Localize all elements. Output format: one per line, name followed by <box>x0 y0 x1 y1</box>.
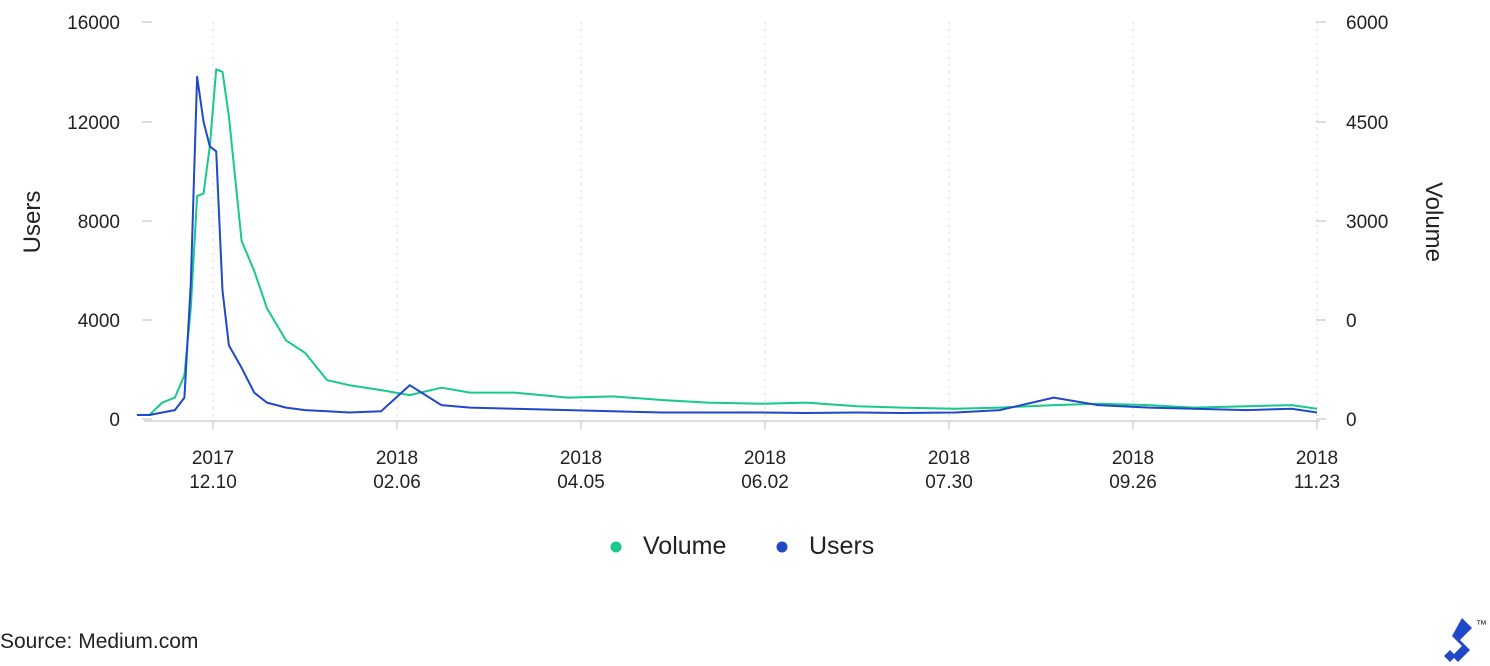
x-tick-label-date: 11.23 <box>1294 472 1340 493</box>
left-y-tick-label: 8000 <box>78 212 120 233</box>
left-y-tick-label: 4000 <box>78 311 120 332</box>
x-tick-label-date: 04.05 <box>557 472 605 493</box>
source-note: Source: Medium.com <box>0 630 199 653</box>
x-tick-label-date: 02.06 <box>373 472 421 493</box>
series-lines <box>136 68 1318 416</box>
x-tick-label-date: 09.26 <box>1109 472 1157 493</box>
x-tick-label-year: 2018 <box>928 448 970 469</box>
legend-marker-users <box>776 541 788 553</box>
right-y-tick-label: 4500 <box>1346 113 1388 134</box>
left-y-tick-label: 12000 <box>67 113 120 134</box>
right-y-tick-label: 3000 <box>1346 212 1388 233</box>
x-tick-label-year: 2018 <box>744 448 786 469</box>
chart-grid <box>212 22 1318 420</box>
legend-marker-volume <box>610 541 622 553</box>
x-tick-label-date: 07.30 <box>925 472 973 493</box>
toptal-logo-icon: ™ <box>1444 618 1487 662</box>
right-y-tick-label: 0 <box>1346 311 1357 332</box>
legend-label-volume: Volume <box>643 532 726 560</box>
right-y-tick-label: 0 <box>1346 410 1357 431</box>
legend: Volume Users <box>610 532 874 560</box>
series-line-users <box>136 75 1318 416</box>
x-tick-label-year: 2018 <box>560 448 602 469</box>
x-tick-label-year: 2018 <box>1112 448 1154 469</box>
svg-text:™: ™ <box>1476 619 1487 631</box>
x-tick-label-date: 06.02 <box>741 472 789 493</box>
x-tick-label-date: 12.10 <box>189 472 237 493</box>
right-y-tick-label: 6000 <box>1346 13 1388 34</box>
left-y-axis-title: Users <box>19 191 46 254</box>
x-tick-label-year: 2018 <box>376 448 418 469</box>
right-y-axis: 6000 4500 3000 0 0 <box>1316 13 1388 431</box>
left-y-tick-label: 0 <box>109 410 120 431</box>
legend-label-users: Users <box>809 532 874 560</box>
left-y-axis: 16000 12000 8000 4000 0 <box>67 13 152 431</box>
left-y-tick-label: 16000 <box>67 13 120 34</box>
x-axis: 2017 12.10 2018 02.06 2018 04.05 2018 06.02 2018… <box>144 420 1340 493</box>
series-line-volume <box>136 68 1318 416</box>
x-tick-label-year: 2017 <box>192 448 234 469</box>
right-y-axis-title: Volume <box>1420 182 1447 262</box>
x-tick-label-year: 2018 <box>1296 448 1338 469</box>
chart: 16000 12000 8000 4000 0 6000 4500 3000 0 0 2017 1… <box>19 13 1447 560</box>
